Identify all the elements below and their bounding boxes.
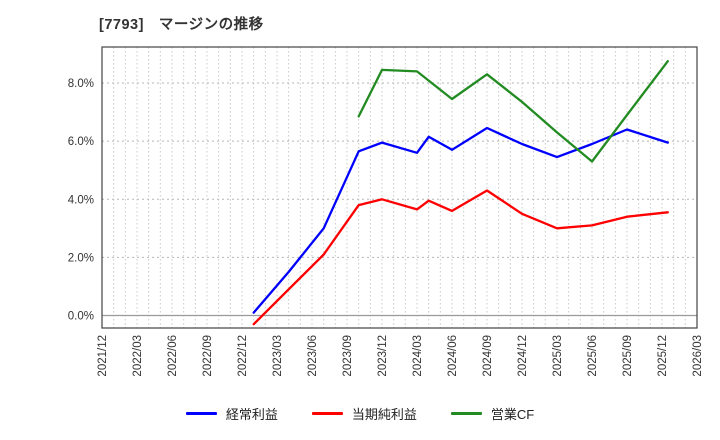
x-tick-label: 2025/09 (622, 335, 634, 377)
x-tick-label: 2023/12 (377, 335, 389, 377)
x-tick-label: 2024/03 (412, 335, 424, 377)
legend-label-ordinary-profit: 経常利益 (225, 407, 278, 422)
x-tick-label: 2026/03 (692, 335, 704, 377)
legend-label-operating-cf: 営業CF (490, 407, 535, 422)
x-tick-label: 2022/06 (167, 335, 179, 377)
x-tick-label: 2022/03 (132, 335, 144, 377)
legend-line-swatch-net-income (311, 412, 343, 415)
legend-item-ordinary-profit: 経常利益 (185, 404, 278, 423)
x-tick-label: 2022/09 (202, 335, 214, 377)
x-tick-label: 2023/09 (342, 335, 354, 377)
chart-title: [7793] マージンの推移 (99, 17, 264, 33)
series-line-ordinary-profit (252, 126, 669, 314)
y-tick-label: 8.0% (68, 78, 94, 90)
x-tick-label: 2024/06 (447, 335, 459, 377)
x-tick-label: 2023/03 (272, 335, 284, 377)
legend-item-operating-cf: 営業CF (450, 404, 535, 423)
series-lines (252, 60, 669, 326)
x-tick-label: 2024/09 (482, 335, 494, 377)
x-tick-label: 2022/12 (237, 335, 249, 377)
legend-item-net-income: 当期純利益 (311, 404, 417, 423)
x-tick-label: 2025/12 (657, 335, 669, 377)
y-tick-label: 2.0% (68, 252, 94, 264)
plot-border (101, 46, 698, 329)
chart-legend: 経常利益 当期純利益 営業CF (0, 404, 720, 423)
horizontal-gridlines (102, 82, 697, 317)
y-tick-label: 6.0% (68, 136, 94, 148)
x-tick-labels: 2021/12 2022/03 2022/06 2022/09 2022/12 2023/… (97, 335, 704, 377)
legend-label-net-income: 当期純利益 (351, 407, 417, 422)
legend-line-swatch-operating-cf (450, 412, 482, 415)
series-line-operating-cf (357, 60, 669, 163)
x-tick-label: 2021/12 (97, 335, 109, 377)
x-tick-label: 2023/06 (307, 335, 319, 377)
y-tick-label: 0.0% (68, 311, 94, 323)
x-tick-label: 2024/12 (517, 335, 529, 377)
vertical-gridlines (113, 47, 686, 328)
legend-line-swatch-ordinary-profit (185, 412, 217, 415)
x-tick-label: 2025/06 (587, 335, 599, 377)
series-line-net-income (252, 189, 669, 326)
x-tick-label: 2025/03 (552, 335, 564, 377)
y-tick-label: 4.0% (68, 194, 94, 206)
y-tick-labels: 0.0% 2.0% 4.0% 6.0% 8.0% (68, 78, 94, 323)
